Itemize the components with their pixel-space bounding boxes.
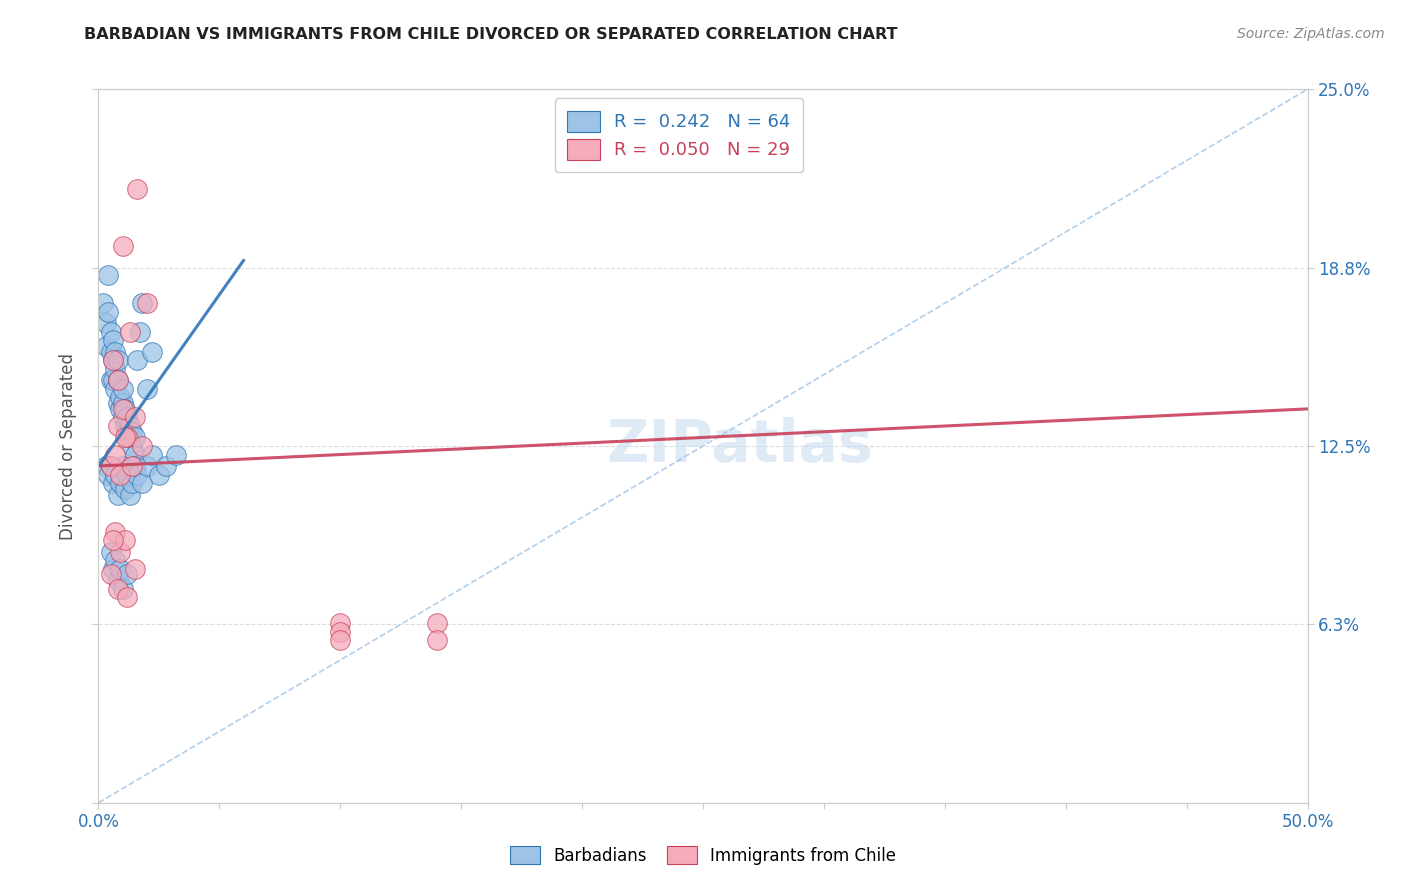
Point xyxy=(329,624,352,639)
Point xyxy=(114,401,136,416)
Point xyxy=(329,633,352,648)
Text: BARBADIAN VS IMMIGRANTS FROM CHILE DIVORCED OR SEPARATED CORRELATION CHART: BARBADIAN VS IMMIGRANTS FROM CHILE DIVOR… xyxy=(84,27,898,42)
Point xyxy=(114,533,136,548)
Point xyxy=(111,410,134,425)
Point xyxy=(127,353,149,368)
Point xyxy=(94,458,117,473)
Point xyxy=(124,562,146,576)
Point xyxy=(108,476,131,491)
Point xyxy=(101,562,124,576)
Point xyxy=(107,582,129,596)
Point xyxy=(97,268,120,282)
Point xyxy=(165,448,187,462)
Point xyxy=(101,476,124,491)
Point xyxy=(118,325,141,339)
Point xyxy=(104,524,127,539)
Point xyxy=(114,482,136,496)
Point xyxy=(117,591,139,605)
Point xyxy=(131,439,153,453)
Point xyxy=(111,401,134,416)
Point xyxy=(329,615,352,630)
Point xyxy=(101,353,124,368)
Point xyxy=(135,382,157,396)
Point xyxy=(131,476,153,491)
Point xyxy=(117,430,139,444)
Y-axis label: Divorced or Separated: Divorced or Separated xyxy=(59,352,77,540)
Point xyxy=(118,487,141,501)
Point xyxy=(131,296,153,310)
Point xyxy=(104,467,127,482)
Point xyxy=(114,419,136,434)
Point xyxy=(108,467,131,482)
Point xyxy=(111,239,134,253)
Point xyxy=(117,567,139,582)
Point xyxy=(111,458,134,473)
Point xyxy=(118,430,141,444)
Point xyxy=(124,430,146,444)
Point xyxy=(121,476,143,491)
Point xyxy=(141,344,163,359)
Text: ZIPatlas: ZIPatlas xyxy=(606,417,873,475)
Point xyxy=(128,325,150,339)
Point xyxy=(107,396,129,410)
Point xyxy=(127,467,149,482)
Point xyxy=(101,533,124,548)
Point xyxy=(108,401,131,416)
Point xyxy=(107,353,129,368)
Point xyxy=(121,425,143,439)
Point xyxy=(117,467,139,482)
Point xyxy=(94,339,117,353)
Point xyxy=(108,562,131,576)
Point xyxy=(100,567,122,582)
Point xyxy=(104,448,127,462)
Text: Source: ZipAtlas.com: Source: ZipAtlas.com xyxy=(1237,27,1385,41)
Point xyxy=(100,325,122,339)
Point xyxy=(107,373,129,387)
Point xyxy=(118,419,141,434)
Legend: Barbadians, Immigrants from Chile: Barbadians, Immigrants from Chile xyxy=(502,838,904,873)
Point xyxy=(108,391,131,405)
Point xyxy=(104,362,127,376)
Point xyxy=(108,544,131,558)
Point xyxy=(121,458,143,473)
Point xyxy=(426,633,449,648)
Point xyxy=(426,615,449,630)
Point xyxy=(94,316,117,330)
Point xyxy=(100,458,122,473)
Point xyxy=(91,296,114,310)
Point xyxy=(101,373,124,387)
Point xyxy=(111,582,134,596)
Point xyxy=(104,344,127,359)
Point xyxy=(101,353,124,368)
Point xyxy=(100,458,122,473)
Point xyxy=(124,410,146,425)
Point xyxy=(124,448,146,462)
Point xyxy=(97,467,120,482)
Point xyxy=(107,373,129,387)
Point xyxy=(100,544,122,558)
Point xyxy=(124,458,146,473)
Point xyxy=(104,382,127,396)
Point xyxy=(107,419,129,434)
Point xyxy=(100,344,122,359)
Point xyxy=(121,439,143,453)
Point xyxy=(100,373,122,387)
Point xyxy=(111,382,134,396)
Point xyxy=(114,430,136,444)
Point xyxy=(148,467,170,482)
Point xyxy=(141,448,163,462)
Point xyxy=(104,553,127,567)
Point xyxy=(97,305,120,319)
Point xyxy=(135,296,157,310)
Point xyxy=(127,182,149,196)
Point xyxy=(111,396,134,410)
Point xyxy=(117,425,139,439)
Point xyxy=(107,573,129,587)
Point xyxy=(101,334,124,348)
Legend: R =  0.242   N = 64, R =  0.050   N = 29: R = 0.242 N = 64, R = 0.050 N = 29 xyxy=(554,98,803,172)
Point xyxy=(135,458,157,473)
Point xyxy=(155,458,177,473)
Point xyxy=(107,487,129,501)
Point xyxy=(117,410,139,425)
